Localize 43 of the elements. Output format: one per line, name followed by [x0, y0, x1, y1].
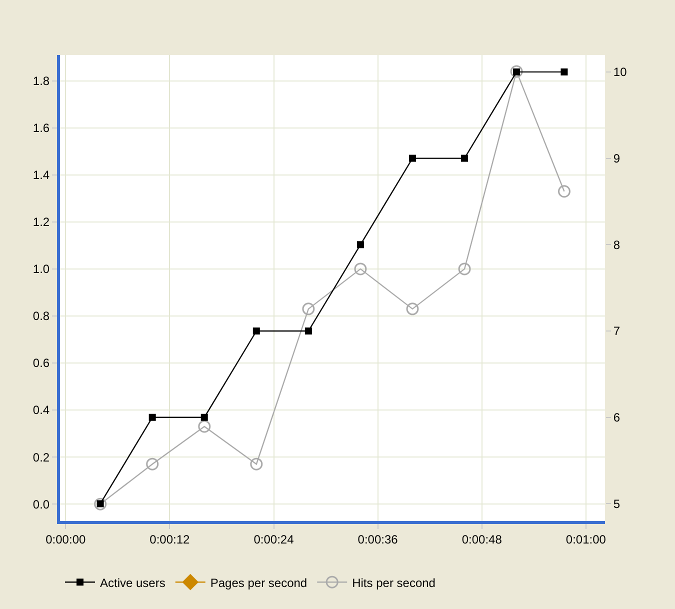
point	[146, 458, 159, 470]
x-tick-label: 0:00:00	[46, 532, 86, 546]
y2-tick-label: 6	[613, 410, 620, 425]
point	[302, 302, 315, 316]
x-tick-label: 0:00:48	[462, 532, 502, 546]
point	[94, 498, 107, 510]
y-tick-label: 1.6	[32, 121, 50, 136]
y2-tick-label: 8	[613, 238, 620, 252]
y2-tick-label: 9	[613, 151, 620, 166]
y-tick-label: 0.6	[32, 356, 50, 370]
point	[461, 154, 468, 162]
x-tick-label: 0:01:00	[566, 532, 606, 546]
point	[252, 328, 260, 335]
point	[250, 458, 263, 470]
point	[356, 241, 364, 248]
point	[406, 302, 419, 316]
legend-label: Pages per second	[210, 576, 308, 590]
point	[510, 65, 523, 78]
y2-tick-label: 7	[613, 324, 620, 338]
y2-tick-label: 5	[613, 496, 620, 511]
point	[304, 328, 312, 335]
y-tick-label: 1.2	[32, 215, 50, 230]
y-tick-label: 1.8	[32, 74, 50, 88]
point	[458, 262, 471, 276]
y-tick-label: 0.4	[32, 403, 50, 418]
x-tick-label: 0:00:24	[254, 532, 294, 546]
y2-tick-label: 10	[613, 65, 628, 80]
point	[408, 154, 416, 162]
point	[148, 414, 156, 421]
point	[558, 185, 570, 198]
y-tick-label: 0.0	[32, 497, 50, 512]
y-tick-label: 1.0	[32, 262, 50, 276]
legend-label: Hits per second	[352, 576, 436, 590]
x-tick-label: 0:00:12	[150, 532, 190, 546]
point	[198, 420, 211, 433]
point	[560, 68, 568, 76]
y-tick-label: 0.2	[32, 450, 50, 464]
x-tick-label: 0:00:36	[358, 532, 398, 546]
point	[200, 414, 208, 421]
y-tick-label: 0.8	[32, 309, 50, 324]
legend-label: Active users	[100, 576, 166, 590]
point	[354, 262, 367, 276]
y-tick-label: 1.4	[32, 168, 50, 182]
